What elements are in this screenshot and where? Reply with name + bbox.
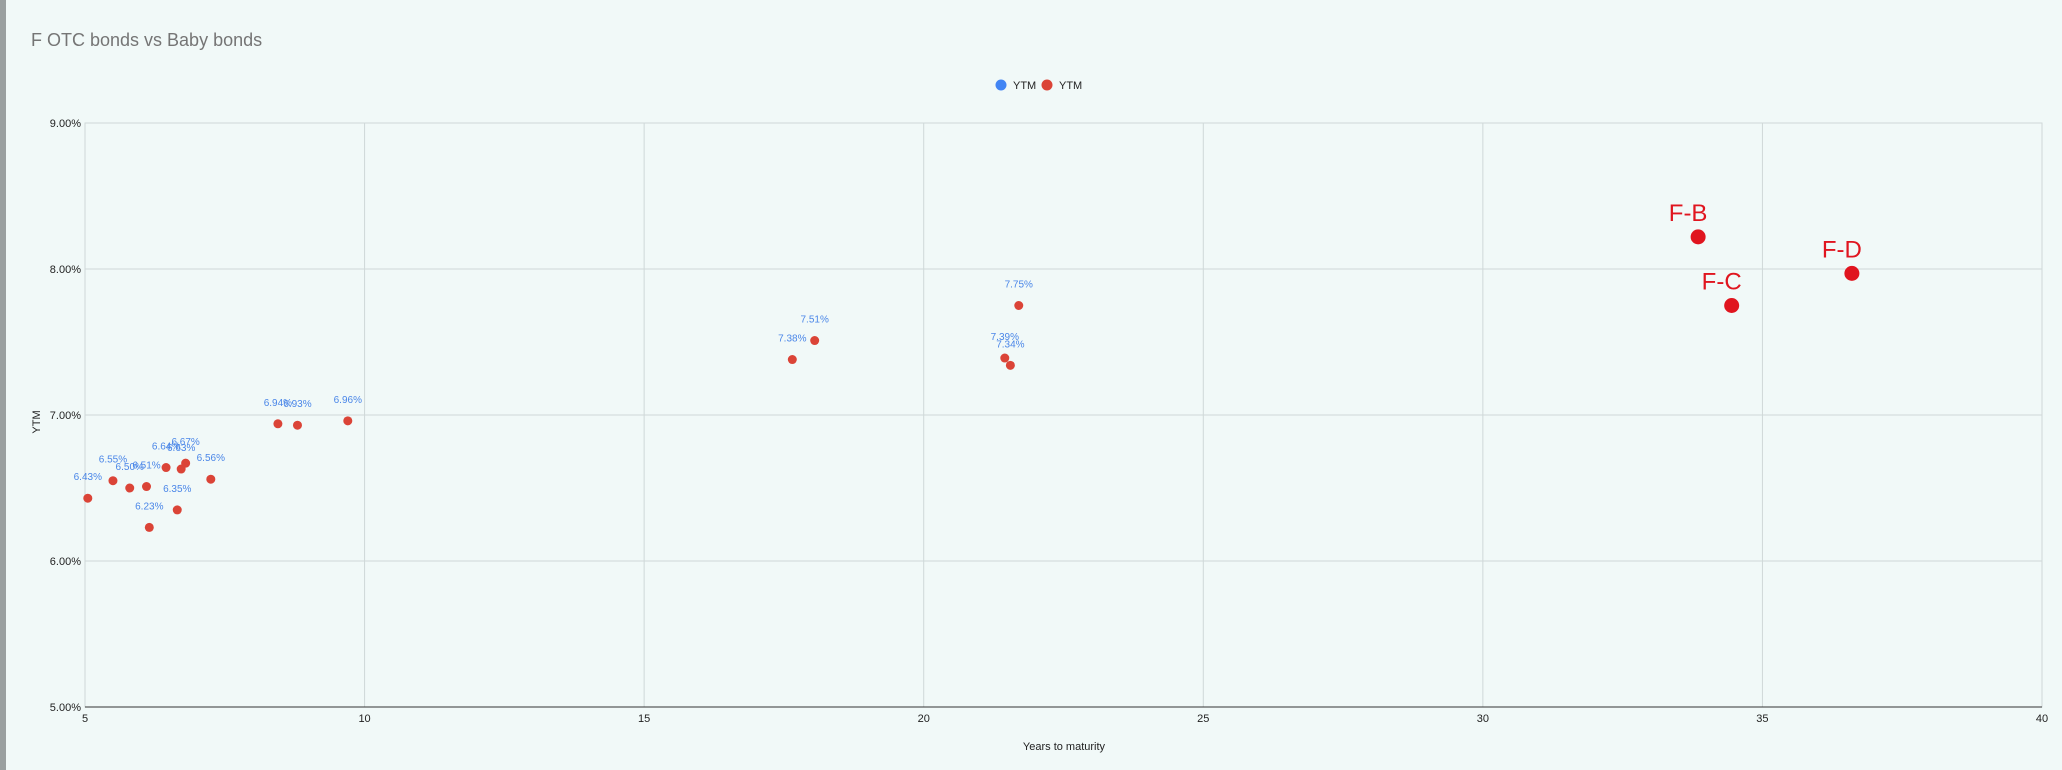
- y-tick-label: 7.00%: [50, 410, 81, 422]
- y-axis-label: YTM: [31, 410, 43, 433]
- data-label: 6.50%: [116, 462, 144, 473]
- data-label: 7.75%: [1005, 280, 1033, 291]
- data-label: 6.35%: [163, 484, 191, 495]
- data-label: 6.94%: [264, 398, 292, 409]
- data-label: 6.23%: [135, 501, 163, 512]
- chart-title: F OTC bonds vs Baby bonds: [31, 30, 263, 50]
- data-label: 6.93%: [283, 399, 311, 410]
- y-tick-label: 6.00%: [50, 556, 81, 568]
- y-tick-label: 9.00%: [50, 118, 81, 130]
- data-label: 6.63%: [167, 443, 195, 454]
- annotations: F-B F-C F-D: [1669, 200, 1862, 313]
- highlight-point: [1724, 298, 1740, 313]
- legend-label: YTM: [1013, 80, 1036, 92]
- data-point: [1005, 360, 1015, 370]
- data-point: [1000, 353, 1010, 363]
- legend-label: YTM: [1059, 80, 1082, 92]
- x-tick-label: 25: [1197, 713, 1209, 725]
- window-edge: [0, 0, 6, 770]
- data-label: 7.51%: [801, 315, 829, 326]
- data-point: [108, 476, 118, 486]
- y-tick-label: 8.00%: [50, 264, 81, 276]
- data-point: [142, 482, 152, 492]
- data-point: [161, 463, 171, 473]
- data-label: 6.64%: [152, 442, 180, 453]
- data-point: [181, 458, 191, 468]
- data-point: [172, 505, 182, 515]
- axes: Years to maturity YTM 5 10 15 20 25 30 35 40 5.0…: [31, 118, 2048, 753]
- x-axis-label: Years to maturity: [1023, 741, 1106, 753]
- highlight-point: [1844, 265, 1860, 281]
- annotation-label: F-C: [1702, 269, 1742, 296]
- data-label: 7.38%: [778, 334, 806, 345]
- data-point: [292, 420, 302, 430]
- x-tick-label: 35: [1756, 713, 1768, 725]
- legend-marker: [995, 79, 1007, 91]
- data-point: [1014, 301, 1024, 310]
- y-tick-label: 5.00%: [50, 702, 81, 714]
- x-tick-label: 20: [918, 713, 930, 725]
- data-label: 6.43%: [74, 472, 102, 483]
- data-label: 7.39%: [991, 332, 1019, 343]
- data-point: [83, 493, 93, 503]
- data-label: 6.51%: [132, 461, 160, 472]
- annotation-label: F-D: [1822, 236, 1862, 263]
- legend: YTM YTM: [995, 79, 1082, 92]
- annotation-label: F-B: [1669, 200, 1708, 227]
- data-label: 7.34%: [996, 339, 1024, 350]
- data-point: [787, 355, 797, 365]
- x-tick-label: 30: [1477, 713, 1489, 725]
- data-label: 6.56%: [197, 453, 225, 464]
- data-point: [144, 522, 154, 532]
- data-points: 6.43% 6.55%6.50%6.51% 6.23% 6.64% 6.35% 6.63%…: [74, 280, 1033, 532]
- grid-lines: [84, 122, 2043, 708]
- data-label: 6.55%: [99, 455, 127, 466]
- x-tick-label: 40: [2036, 713, 2048, 725]
- data-point: [273, 419, 283, 429]
- data-point: [810, 336, 820, 346]
- data-point: [206, 474, 216, 484]
- highlight-point: [1690, 229, 1706, 245]
- data-point: [343, 416, 353, 426]
- x-tick-label: 5: [82, 713, 88, 725]
- x-tick-label: 10: [358, 713, 370, 725]
- x-tick-label: 15: [638, 713, 650, 725]
- data-label: 6.67%: [171, 437, 199, 448]
- data-point: [125, 483, 135, 493]
- data-label: 6.96%: [334, 395, 362, 406]
- legend-marker: [1041, 79, 1053, 91]
